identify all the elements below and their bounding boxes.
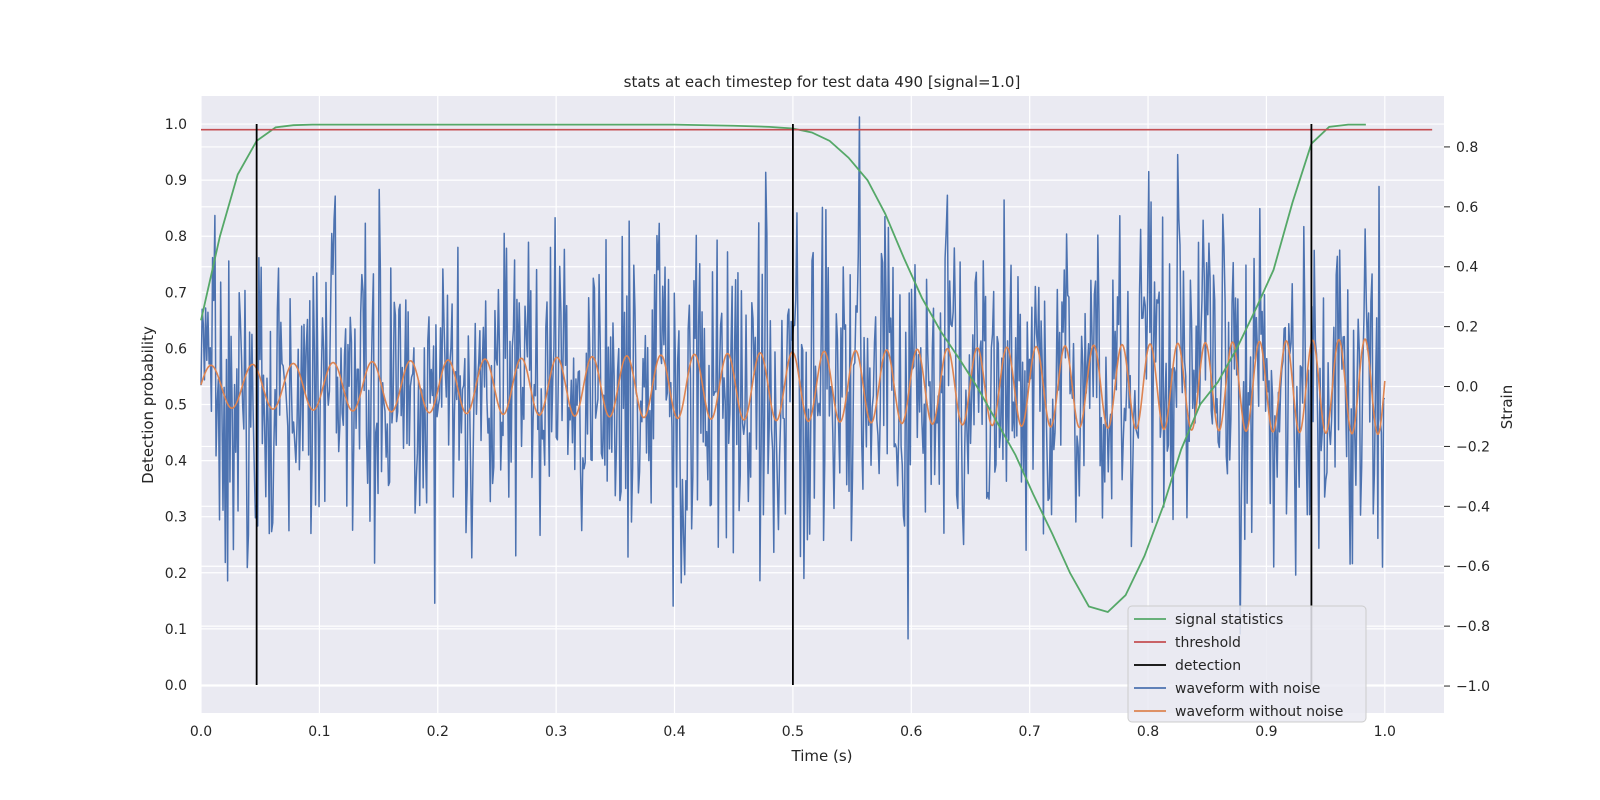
x-tick-label: 1.0 — [1374, 724, 1396, 740]
x-tick-label: 0.9 — [1255, 724, 1277, 740]
ticks-layer: 0.0 0.1 0.2 0.3 0.4 0.5 0.6 0.7 0.8 0.9 1.0 0.0 0.1 0… — [165, 117, 1490, 740]
series-layer — [200, 116, 1433, 685]
y-axis-label: Detection probability — [139, 326, 157, 484]
y2-tick-label: −0.6 — [1456, 559, 1490, 575]
x-tick-label: 0.4 — [663, 724, 685, 740]
y2-axis-label: Strain — [1498, 385, 1516, 429]
y2-tick-label: −1.0 — [1456, 679, 1490, 695]
y-tick-label: 0.2 — [165, 566, 187, 582]
x-axis-label: Time (s) — [791, 747, 853, 765]
legend-label: waveform without noise — [1175, 704, 1343, 720]
legend-label: waveform with noise — [1175, 681, 1320, 697]
y-tick-label: 0.6 — [165, 341, 187, 357]
y-tick-label: 0.1 — [165, 622, 187, 638]
y2-tick-label: 0.4 — [1456, 260, 1478, 276]
y-tick-label: 0.7 — [165, 285, 187, 301]
y2-tick-label: −0.2 — [1456, 439, 1490, 455]
y2-tick-label: 0.8 — [1456, 140, 1478, 156]
chart-title: stats at each timestep for test data 490… — [624, 73, 1021, 91]
y2-tick-label: −0.8 — [1456, 619, 1490, 635]
y2-tick-label: 0.6 — [1456, 200, 1478, 216]
y-tick-label: 0.0 — [165, 678, 187, 694]
legend-label: threshold — [1175, 635, 1241, 651]
legend-label: signal statistics — [1175, 612, 1283, 628]
x-tick-label: 0.7 — [1019, 724, 1041, 740]
y2-tick-label: −0.4 — [1456, 499, 1490, 515]
x-tick-label: 0.1 — [308, 724, 330, 740]
x-tick-label: 0.6 — [900, 724, 922, 740]
legend: signal statistics threshold detection wavef… — [1127, 605, 1367, 723]
x-tick-label: 0.2 — [427, 724, 449, 740]
x-tick-label: 0.3 — [545, 724, 567, 740]
series-signal-statistics — [200, 123, 1366, 614]
legend-label: detection — [1175, 658, 1241, 674]
y-tick-label: 0.9 — [165, 173, 187, 189]
y-tick-label: 0.4 — [165, 454, 187, 470]
legend-box — [1127, 605, 1367, 723]
y-tick-label: 0.3 — [165, 510, 187, 526]
x-tick-label: 0.5 — [782, 724, 804, 740]
y-tick-label: 0.8 — [165, 229, 187, 245]
x-tick-label: 0.0 — [190, 724, 212, 740]
y2-tick-label: 0.2 — [1456, 320, 1478, 336]
y-tick-label: 0.5 — [165, 398, 187, 414]
x-tick-label: 0.8 — [1137, 724, 1159, 740]
y-tick-label: 1.0 — [165, 117, 187, 133]
y2-tick-label: 0.0 — [1456, 380, 1478, 396]
